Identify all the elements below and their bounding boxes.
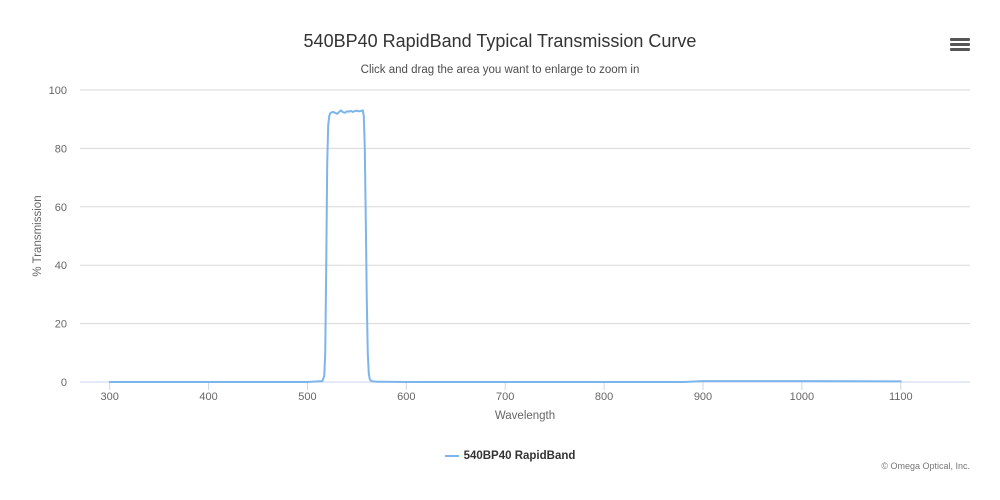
y-axis-label: % Transmission xyxy=(32,195,44,276)
series-line-1 xyxy=(108,109,902,383)
axes: 0 20 40 60 80 100 300 400 500 600 700 800 900 1000 110… xyxy=(49,85,913,403)
x-tick-label-1000: 1000 xyxy=(790,391,814,403)
x-tick-label-800: 800 xyxy=(595,391,613,403)
y-tick-label-100: 100 xyxy=(49,85,67,97)
x-tick-label-700: 700 xyxy=(496,391,514,403)
grid-lines xyxy=(80,89,970,383)
legend: 540BP40 RapidBand xyxy=(0,448,1000,462)
y-tick-label-60: 60 xyxy=(55,202,67,214)
x-axis-label: Wavelength xyxy=(495,410,555,422)
series-layer xyxy=(108,109,902,383)
x-tick-label-300: 300 xyxy=(100,391,118,403)
x-tick-label-600: 600 xyxy=(397,391,415,403)
legend-item-series-1[interactable]: 540BP40 RapidBand xyxy=(444,450,576,462)
x-tick-label-500: 500 xyxy=(298,391,316,403)
legend-label: 540BP40 RapidBand xyxy=(463,450,576,462)
x-tick-label-400: 400 xyxy=(199,391,217,403)
chart-subtitle: Click and drag the area you want to enla… xyxy=(360,64,640,76)
credits-link[interactable]: © Omega Optical, Inc. xyxy=(881,461,970,471)
y-tick-label-40: 40 xyxy=(55,260,67,272)
x-tick-label-900: 900 xyxy=(694,391,712,403)
legend-swatch xyxy=(444,455,459,457)
y-tick-label-0: 0 xyxy=(61,377,67,389)
y-tick-label-80: 80 xyxy=(55,143,67,155)
hamburger-menu-icon[interactable] xyxy=(950,38,970,54)
chart-title: 540BP40 RapidBand Typical Transmission C… xyxy=(303,31,697,51)
x-tick-label-1100: 1100 xyxy=(889,391,913,403)
y-tick-label-20: 20 xyxy=(55,319,67,331)
